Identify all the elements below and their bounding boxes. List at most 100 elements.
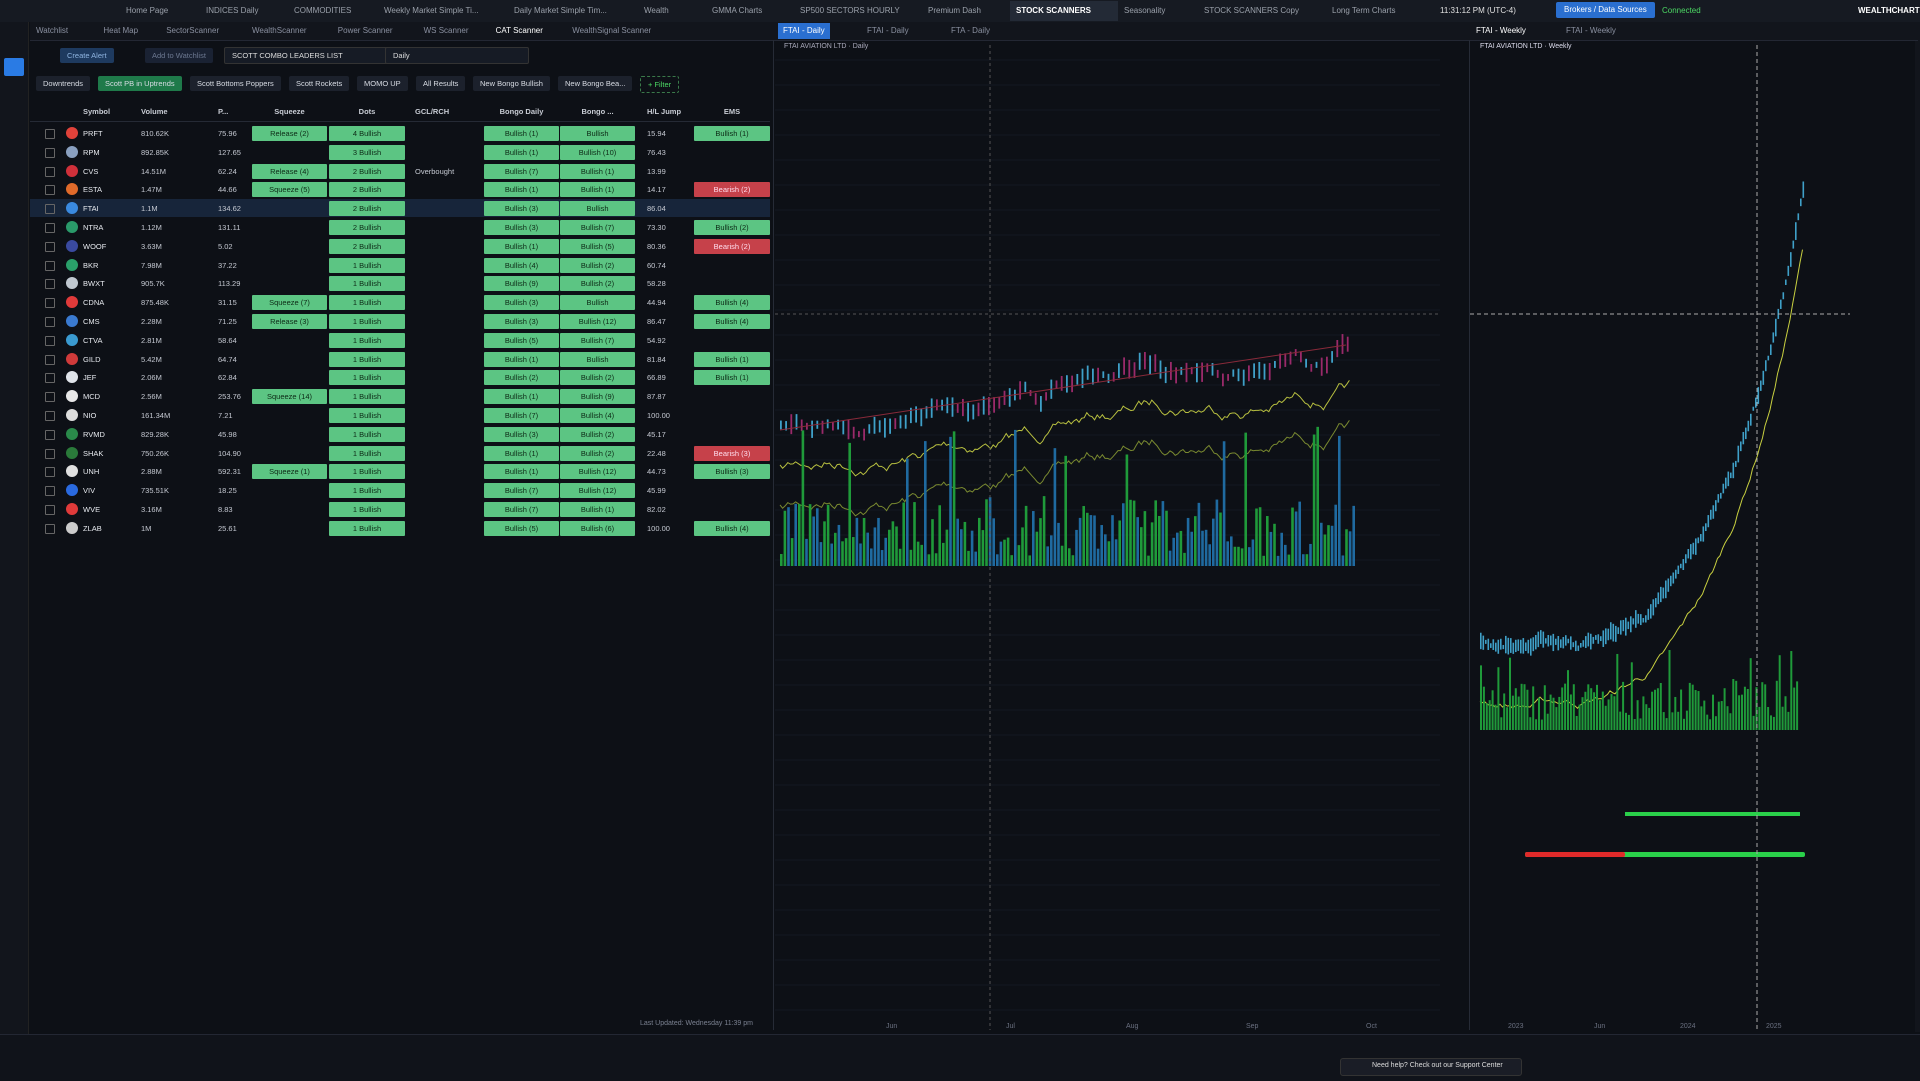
table-cell: 86.04 bbox=[647, 204, 666, 214]
top-tab[interactable]: GMMA Charts bbox=[712, 6, 763, 15]
top-tab[interactable]: COMMODITIES bbox=[294, 6, 352, 15]
row-checkbox[interactable] bbox=[45, 429, 55, 440]
filter-tab[interactable]: MOMO UP bbox=[357, 76, 408, 91]
symbol-logo bbox=[66, 521, 78, 534]
column-header[interactable]: GCL/RCH bbox=[415, 107, 450, 116]
table-cell: 2.06M bbox=[141, 373, 162, 383]
column-header[interactable]: Bongo Daily bbox=[499, 107, 544, 116]
sub-tab[interactable]: WealthSignal Scanner bbox=[572, 26, 652, 35]
chart-tab[interactable]: FTAI - Daily bbox=[778, 23, 830, 39]
row-checkbox[interactable] bbox=[45, 486, 55, 497]
candle bbox=[1672, 572, 1675, 584]
row-checkbox[interactable] bbox=[45, 505, 55, 515]
row-checkbox[interactable] bbox=[45, 223, 55, 233]
row-checkbox[interactable] bbox=[45, 354, 55, 365]
status-cell: Bullish (3) bbox=[484, 295, 559, 311]
top-tab[interactable]: STOCK SCANNERS Copy bbox=[1204, 6, 1299, 15]
volume-bar bbox=[1659, 682, 1662, 730]
filter-tab[interactable]: New Bongo Bullish bbox=[473, 76, 550, 91]
column-header[interactable]: Squeeze bbox=[274, 107, 305, 116]
volume-bar bbox=[1204, 529, 1208, 566]
volume-bar bbox=[1596, 684, 1598, 730]
row-checkbox[interactable] bbox=[45, 523, 55, 534]
create-alert-button[interactable]: Create Alert bbox=[60, 48, 114, 63]
status-cell: Bullish (1) bbox=[484, 445, 559, 461]
column-header[interactable]: Bongo ... bbox=[581, 107, 614, 116]
row-checkbox[interactable] bbox=[45, 129, 55, 139]
filter-tab[interactable]: All Results bbox=[416, 76, 466, 91]
row-checkbox[interactable] bbox=[45, 467, 55, 478]
row-checkbox[interactable] bbox=[45, 279, 55, 290]
chart-tab[interactable]: FTAI - Weekly bbox=[1476, 26, 1526, 35]
chart-tab[interactable]: FTAI - Weekly bbox=[1566, 26, 1616, 35]
sub-tab[interactable]: Watchlist bbox=[36, 26, 69, 35]
row-checkbox[interactable] bbox=[45, 411, 55, 421]
row-checkbox[interactable] bbox=[45, 241, 55, 252]
column-header[interactable]: Dots bbox=[358, 107, 376, 116]
row-checkbox[interactable] bbox=[45, 392, 55, 403]
volume-bar bbox=[880, 550, 884, 566]
sub-tab[interactable]: Heat Map bbox=[103, 26, 139, 35]
top-tab[interactable]: Daily Market Simple Tim... bbox=[514, 6, 607, 15]
top-tab[interactable]: Home Page bbox=[126, 6, 169, 15]
row-checkbox[interactable] bbox=[45, 298, 55, 309]
chart-tab[interactable]: FTAI - Daily bbox=[867, 26, 909, 35]
volume-bar bbox=[783, 510, 787, 566]
volume-bar bbox=[888, 529, 891, 566]
candle bbox=[1607, 628, 1610, 641]
sub-tab[interactable]: CAT Scanner bbox=[495, 26, 543, 35]
column-header[interactable]: Volume bbox=[141, 107, 168, 116]
filter-tab[interactable]: Scott Bottoms Poppers bbox=[190, 76, 281, 91]
filter-tab[interactable]: Scott PB in Uptrends bbox=[98, 76, 182, 91]
row-checkbox[interactable] bbox=[45, 204, 55, 215]
volume-bar bbox=[1793, 687, 1796, 730]
filter-tab[interactable]: + Filter bbox=[640, 76, 680, 93]
status-cell: Bullish (6) bbox=[560, 520, 635, 536]
column-header[interactable]: H/L Jump bbox=[647, 107, 682, 116]
support-text[interactable]: Need help? Check out our Support Center bbox=[1372, 1062, 1503, 1069]
candle bbox=[1482, 635, 1485, 650]
column-header[interactable]: Symbol bbox=[83, 107, 111, 116]
top-tab[interactable]: SP500 SECTORS HOURLY bbox=[800, 6, 900, 15]
volume-bar bbox=[1176, 532, 1179, 566]
column-header[interactable]: P... bbox=[218, 107, 229, 116]
timeframe-select[interactable]: Daily bbox=[385, 47, 529, 64]
top-tab[interactable]: INDICES Daily bbox=[206, 6, 259, 15]
status-cell: Bullish (12) bbox=[560, 314, 635, 329]
row-checkbox[interactable] bbox=[45, 147, 55, 158]
row-checkbox[interactable] bbox=[45, 260, 55, 271]
row-checkbox[interactable] bbox=[45, 166, 55, 177]
add-watchlist-button[interactable]: Add to Watchlist bbox=[145, 48, 213, 63]
table-cell: 2.81M bbox=[141, 335, 162, 345]
row-checkbox[interactable] bbox=[45, 335, 55, 346]
top-tab[interactable]: Wealth bbox=[644, 6, 669, 15]
filter-tab[interactable]: Scott Rockets bbox=[289, 76, 350, 91]
candle bbox=[837, 419, 839, 430]
row-checkbox[interactable] bbox=[45, 185, 55, 196]
row-checkbox[interactable] bbox=[45, 448, 55, 459]
candle bbox=[1570, 636, 1572, 650]
sub-tab[interactable]: SectorScanner bbox=[166, 26, 220, 35]
chart-tab[interactable]: FTA - Daily bbox=[951, 26, 990, 35]
top-tab[interactable]: Weekly Market Simple Ti... bbox=[384, 6, 479, 15]
add-button[interactable] bbox=[4, 58, 24, 76]
filter-tab[interactable]: New Bongo Bea... bbox=[558, 76, 633, 91]
brokers-button[interactable]: Brokers / Data Sources bbox=[1556, 2, 1655, 18]
candle bbox=[1505, 635, 1507, 654]
row-checkbox[interactable] bbox=[45, 317, 55, 327]
support-popup[interactable] bbox=[1340, 1058, 1522, 1076]
candle bbox=[1745, 427, 1747, 440]
row-checkbox[interactable] bbox=[45, 373, 55, 384]
sub-tab[interactable]: Power Scanner bbox=[337, 26, 393, 35]
candle bbox=[1627, 621, 1630, 630]
top-tab[interactable]: Seasonality bbox=[1124, 6, 1166, 15]
top-tab[interactable]: STOCK SCANNERS bbox=[1010, 1, 1118, 21]
candle bbox=[1622, 619, 1625, 632]
column-header[interactable]: EMS bbox=[723, 107, 741, 116]
sub-tab[interactable]: WS Scanner bbox=[423, 26, 469, 35]
top-tab[interactable]: Long Term Charts bbox=[1332, 6, 1396, 15]
sub-tab[interactable]: WealthScanner bbox=[252, 26, 307, 35]
filter-tab[interactable]: Downtrends bbox=[36, 76, 91, 91]
symbol: ZLAB bbox=[83, 523, 102, 533]
top-tab[interactable]: Premium Dash bbox=[928, 6, 981, 15]
